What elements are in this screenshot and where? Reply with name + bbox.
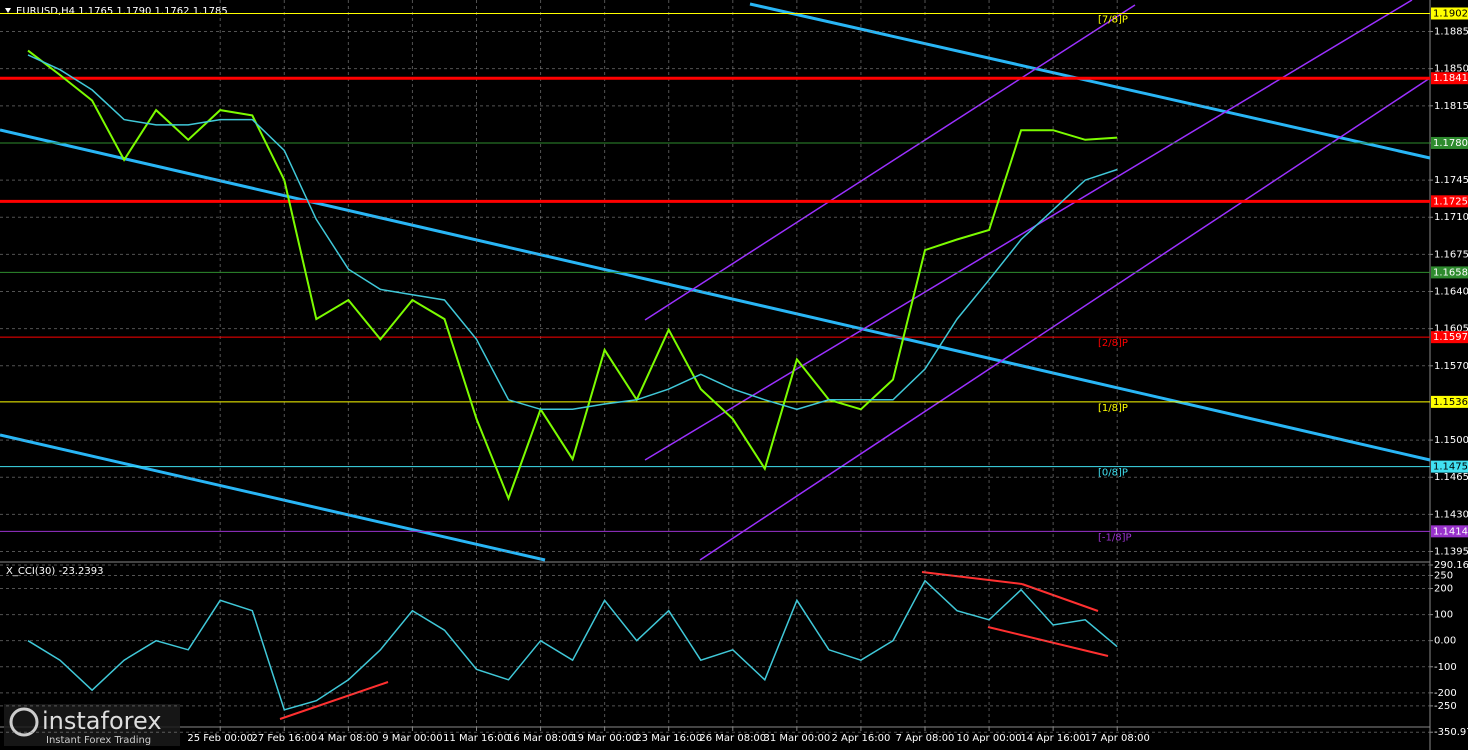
trend-channel — [0, 2, 1431, 562]
y-tick-label: 1.1850 — [1434, 64, 1468, 75]
channel-line — [644, 4, 1136, 321]
x-tick-label: 26 Mar 08:00 — [699, 733, 766, 744]
channel-line — [0, 128, 1431, 462]
x-tick-label: 23 Mar 16:00 — [635, 733, 702, 744]
x-tick-label: 31 Mar 00:00 — [763, 733, 830, 744]
channel-line — [0, 433, 546, 562]
y-tick-label: 250 — [1434, 570, 1453, 581]
series-line — [27, 54, 1118, 411]
divergence-line — [279, 681, 389, 720]
level-label: 1.1841 — [1433, 73, 1468, 84]
series-line — [27, 49, 1118, 502]
y-tick-label: 1.1885 — [1434, 27, 1468, 38]
y-tick-label: 1.1815 — [1434, 101, 1468, 112]
y-tick-label: 200 — [1434, 584, 1453, 595]
indicator-title: X_CCI(30) -23.2393 — [6, 566, 103, 577]
level-box — [1431, 266, 1468, 279]
level-label: 1.1414 — [1433, 526, 1468, 537]
watermark-logo — [9, 707, 39, 737]
y-tick-label: 290.1656 — [1434, 560, 1468, 571]
y-tick-label: 1.1500 — [1434, 435, 1468, 446]
level-box — [1431, 331, 1468, 344]
chart-title: EURUSD,H4 1.1765 1.1790 1.1762 1.1785 — [16, 6, 228, 17]
y-tick-label: 1.1605 — [1434, 324, 1468, 335]
level-box — [1431, 136, 1468, 149]
y-tick-label: 1.1395 — [1434, 547, 1468, 558]
level-tag: [-1/8]P — [1098, 532, 1132, 543]
channel-line — [699, 77, 1431, 561]
x-tick-label: 14 Apr 16:00 — [1021, 733, 1086, 744]
x-tick-label: 17 Apr 08:00 — [1085, 733, 1150, 744]
level-label: 1.1902 — [1433, 8, 1468, 19]
level-tag: [0/8]P — [1098, 468, 1128, 479]
level-box — [1431, 525, 1468, 538]
x-tick-label: 9 Mar 00:00 — [382, 733, 442, 744]
level-label: 1.1597 — [1433, 332, 1468, 343]
level-box — [1431, 460, 1468, 473]
y-tick-label: 0.00 — [1434, 636, 1456, 647]
divergence-line — [987, 626, 1109, 657]
x-tick-label: 27 Feb 16:00 — [251, 733, 317, 744]
level-tag: [2/8]P — [1098, 338, 1128, 349]
level-label: 1.1536 — [1433, 397, 1468, 408]
y-tick-label: -100 — [1434, 662, 1457, 673]
level-box — [1431, 395, 1468, 408]
x-tick-label: 2 Apr 16:00 — [832, 733, 891, 744]
level-box — [1431, 7, 1468, 20]
regression-channel — [644, 0, 1431, 561]
x-tick-label: 10 Apr 00:00 — [956, 733, 1021, 744]
level-label: 1.1780 — [1433, 138, 1468, 149]
watermark-brand: instaforex — [42, 707, 162, 735]
level-label: 1.1658 — [1433, 267, 1468, 278]
level-tag: [7/8]P — [1098, 14, 1128, 25]
y-tick-label: 1.1465 — [1434, 472, 1468, 483]
series-line — [27, 579, 1118, 711]
menu-arrow — [5, 8, 11, 13]
y-tick-label: 1.1640 — [1434, 287, 1468, 298]
y-tick-label: -250 — [1434, 701, 1457, 712]
y-tick-label: 1.1570 — [1434, 361, 1468, 372]
level-label: 1.1475 — [1433, 462, 1468, 473]
level-box — [1431, 195, 1468, 208]
x-tick-label: 11 Mar 16:00 — [443, 733, 510, 744]
x-tick-label: 16 Mar 08:00 — [507, 733, 574, 744]
watermark-slogan: Instant Forex Trading — [46, 735, 151, 746]
divergence-lines — [279, 571, 1109, 720]
level-box — [1431, 72, 1468, 85]
y-tick-label: 100 — [1434, 610, 1453, 621]
y-tick-label: 1.1430 — [1434, 509, 1468, 520]
divergence-line — [921, 571, 1023, 585]
channel-line — [644, 0, 1413, 461]
channel-line — [749, 2, 1431, 160]
y-tick-label: 1.1675 — [1434, 249, 1468, 260]
y-tick-label: -200 — [1434, 688, 1457, 699]
watermark: instaforex Instant Forex Trading — [4, 704, 180, 746]
x-tick-label: 19 Mar 00:00 — [571, 733, 638, 744]
x-tick-label: 7 Apr 08:00 — [896, 733, 955, 744]
y-tick-label: 1.1710 — [1434, 212, 1468, 223]
level-label: 1.1725 — [1433, 196, 1468, 207]
x-tick-label: 4 Mar 08:00 — [318, 733, 378, 744]
x-tick-label: 25 Feb 00:00 — [187, 733, 253, 744]
y-tick-label: 1.1745 — [1434, 175, 1468, 186]
y-tick-label: -350.973 — [1434, 727, 1468, 738]
level-tag: [1/8]P — [1098, 403, 1128, 414]
